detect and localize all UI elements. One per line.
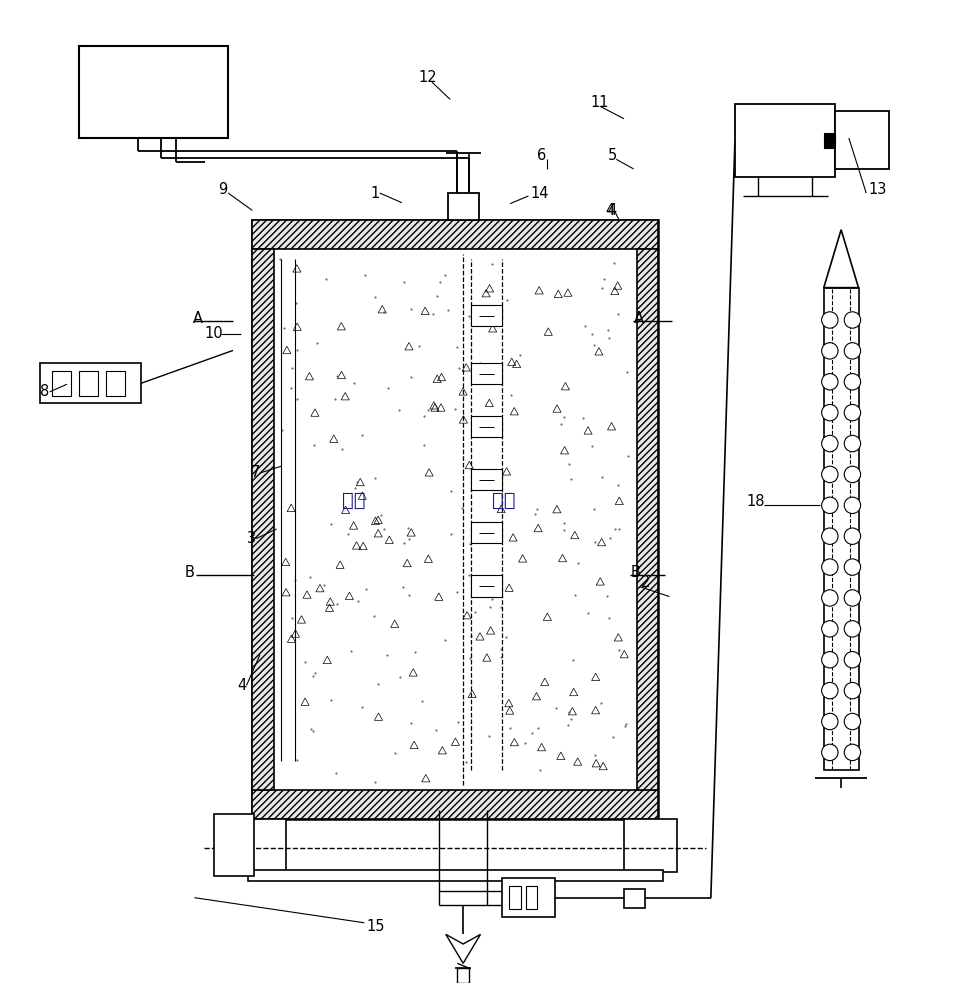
Circle shape: [844, 590, 861, 606]
Bar: [624, 819, 677, 872]
Circle shape: [822, 312, 838, 328]
Text: 10: 10: [204, 326, 223, 341]
Circle shape: [844, 312, 861, 328]
Circle shape: [844, 343, 861, 359]
Circle shape: [844, 404, 861, 421]
Text: 8: 8: [40, 384, 49, 399]
Circle shape: [822, 621, 838, 637]
Bar: [470, 522, 501, 543]
Bar: [274, 249, 637, 790]
Circle shape: [822, 590, 838, 606]
Bar: [40, 363, 141, 403]
Text: 5: 5: [608, 148, 617, 163]
Circle shape: [844, 559, 861, 575]
Bar: [470, 305, 501, 326]
Text: A: A: [634, 311, 644, 326]
Circle shape: [844, 497, 861, 514]
Text: 18: 18: [746, 494, 765, 509]
Circle shape: [844, 682, 861, 699]
Circle shape: [822, 744, 838, 761]
Text: 4: 4: [608, 203, 617, 218]
Bar: [470, 363, 501, 384]
Circle shape: [844, 713, 861, 730]
Circle shape: [822, 682, 838, 699]
Circle shape: [822, 404, 838, 421]
Circle shape: [822, 466, 838, 483]
Bar: [51, 371, 71, 396]
Bar: [457, 968, 469, 983]
Text: 6: 6: [537, 148, 546, 163]
Circle shape: [822, 343, 838, 359]
Circle shape: [822, 528, 838, 544]
Polygon shape: [446, 934, 480, 963]
Text: 12: 12: [418, 70, 437, 85]
Bar: [470, 575, 501, 597]
Bar: [78, 371, 98, 396]
Bar: [253, 220, 657, 249]
Circle shape: [822, 374, 838, 390]
Bar: [78, 46, 228, 138]
Text: 3: 3: [247, 531, 256, 546]
Text: B: B: [631, 565, 641, 580]
Bar: [824, 133, 835, 148]
Text: B: B: [185, 565, 195, 580]
Polygon shape: [824, 230, 859, 288]
Bar: [835, 111, 890, 169]
Bar: [509, 886, 521, 909]
Circle shape: [844, 652, 861, 668]
Bar: [824, 288, 859, 770]
Text: 13: 13: [868, 182, 887, 197]
Bar: [637, 249, 657, 790]
Text: 14: 14: [530, 186, 549, 201]
Bar: [501, 878, 555, 917]
Text: 11: 11: [590, 95, 609, 110]
Bar: [526, 886, 537, 909]
Bar: [253, 220, 657, 819]
Bar: [253, 249, 274, 790]
Circle shape: [844, 621, 861, 637]
Text: 4: 4: [237, 678, 246, 693]
Text: 土样: 土样: [492, 490, 515, 510]
Bar: [470, 469, 501, 490]
Text: A: A: [193, 311, 202, 326]
Circle shape: [844, 435, 861, 452]
Text: 土样: 土样: [342, 490, 366, 510]
Bar: [106, 371, 125, 396]
Circle shape: [844, 466, 861, 483]
Bar: [448, 193, 478, 220]
Circle shape: [822, 713, 838, 730]
Circle shape: [822, 435, 838, 452]
Circle shape: [822, 652, 838, 668]
Circle shape: [822, 559, 838, 575]
Text: 7: 7: [251, 465, 259, 480]
Text: 4: 4: [606, 203, 615, 218]
Bar: [233, 819, 287, 872]
Bar: [735, 104, 835, 177]
Text: 2: 2: [642, 575, 650, 590]
Bar: [253, 790, 657, 819]
Circle shape: [822, 497, 838, 514]
Circle shape: [844, 374, 861, 390]
Text: 15: 15: [366, 919, 384, 934]
Circle shape: [844, 744, 861, 761]
Bar: [248, 870, 662, 881]
Text: 1: 1: [370, 186, 379, 201]
Bar: [470, 416, 501, 437]
Circle shape: [844, 528, 861, 544]
Bar: [624, 889, 646, 908]
Text: 9: 9: [219, 182, 227, 197]
Bar: [214, 814, 255, 876]
